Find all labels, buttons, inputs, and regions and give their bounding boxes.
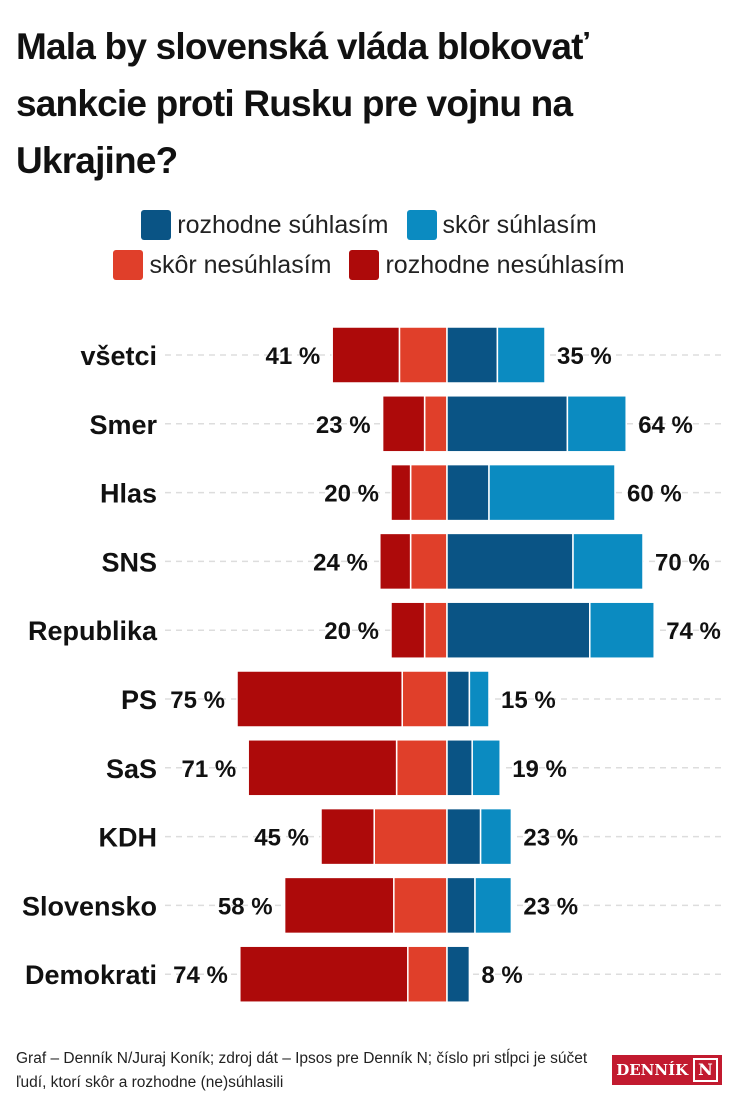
bar-segment-rozhodne-súhlasím xyxy=(446,739,473,797)
left-total-label: 74 % xyxy=(173,962,228,989)
left-total-label: 75 % xyxy=(170,687,225,714)
left-total-label: 20 % xyxy=(324,481,379,508)
bar-segment-skôr-nesúhlasím xyxy=(373,807,448,866)
legend-row-1: rozhodne súhlasím skôr súhlasím xyxy=(0,210,738,240)
bar-segment-rozhodne-súhlasím xyxy=(446,532,574,591)
legend-swatch xyxy=(406,210,437,240)
bar-segment-rozhodne-súhlasím xyxy=(446,326,499,384)
right-total-label: 23 % xyxy=(523,893,578,920)
legend-swatch xyxy=(113,250,144,280)
left-total-label: 45 % xyxy=(254,825,309,852)
bar-segment-rozhodne-nesúhlasím xyxy=(236,670,403,728)
footer-note: Graf – Denník N/Juraj Koník; zdroj dát –… xyxy=(16,1050,588,1091)
bar-segment-rozhodne-nesúhlasím xyxy=(239,945,409,1003)
left-total-label: 41 % xyxy=(265,343,320,370)
right-total-label: 64 % xyxy=(638,412,693,439)
category-label: PS xyxy=(121,685,157,715)
legend-label: skôr súhlasím xyxy=(442,210,597,239)
right-total-label: 15 % xyxy=(501,687,556,714)
right-total-label: 70 % xyxy=(655,549,710,576)
bar-segment-skôr-súhlasím xyxy=(471,739,501,797)
bar-segment-rozhodne-nesúhlasím xyxy=(320,807,375,866)
bar-segment-rozhodne-nesúhlasím xyxy=(331,326,401,384)
category-label: KDH xyxy=(99,823,158,853)
left-total-label: 24 % xyxy=(313,549,368,576)
right-total-label: 74 % xyxy=(666,618,721,645)
diverging-bar-chart: všetci 41 % 35 % Smer 23 % 64 % Hlas 20 % 60 % SN… xyxy=(22,326,722,1003)
bar-segment-rozhodne-nesúhlasím xyxy=(247,739,398,797)
right-total-label: 19 % xyxy=(512,756,567,783)
legend-item-strongly-disagree: rozhodne nesúhlasím xyxy=(349,250,625,280)
legend-swatch xyxy=(349,250,380,280)
bar-segment-skôr-nesúhlasím xyxy=(401,670,448,728)
left-total-label: 23 % xyxy=(316,412,371,439)
bar-segment-skôr-nesúhlasím xyxy=(423,395,448,453)
category-label: Hlas xyxy=(100,479,157,509)
chart-title: Mala by slovenská vláda blokovať sankcie… xyxy=(16,26,589,181)
bar-segment-skôr-nesúhlasím xyxy=(423,601,448,659)
bar-segment-rozhodne-súhlasím xyxy=(446,601,591,659)
legend-row-2: skôr nesúhlasím rozhodne nesúhlasím xyxy=(0,250,738,280)
category-label: SaS xyxy=(106,754,157,784)
bar-segment-skôr-nesúhlasím xyxy=(395,739,448,797)
bar-segment-skôr-súhlasím xyxy=(474,876,513,935)
bar-segment-skôr-súhlasím xyxy=(572,532,644,591)
legend-label: rozhodne nesúhlasím xyxy=(385,250,625,279)
dennik-n-logo: DENNÍK N xyxy=(612,1055,722,1085)
bar-segment-skôr-nesúhlasím xyxy=(398,326,448,384)
bar-segment-skôr-nesúhlasím xyxy=(409,463,448,522)
legend-item-rather-agree: skôr súhlasím xyxy=(406,210,597,240)
bar-segment-skôr-súhlasím xyxy=(566,395,627,453)
category-label: všetci xyxy=(80,341,157,371)
category-label: Slovensko xyxy=(22,891,157,921)
right-total-label: 35 % xyxy=(557,343,612,370)
bar-segment-rozhodne-súhlasím xyxy=(446,876,476,935)
bar-segment-rozhodne-nesúhlasím xyxy=(381,395,426,453)
legend-swatch xyxy=(141,210,172,240)
bar-segment-rozhodne-súhlasím xyxy=(446,670,471,728)
legend-label: rozhodne súhlasím xyxy=(177,210,389,239)
category-label: Demokrati xyxy=(25,960,157,990)
left-total-label: 20 % xyxy=(324,618,379,645)
legend-item-rather-disagree: skôr nesúhlasím xyxy=(113,250,331,280)
bar-segment-rozhodne-nesúhlasím xyxy=(379,532,412,591)
category-label: Republika xyxy=(28,616,158,646)
right-total-label: 60 % xyxy=(627,481,682,508)
category-label: Smer xyxy=(89,410,157,440)
legend-item-strongly-agree: rozhodne súhlasím xyxy=(141,210,389,240)
bar-segment-rozhodne-súhlasím xyxy=(446,945,471,1003)
bar-segment-rozhodne-nesúhlasím xyxy=(283,876,395,935)
right-total-label: 23 % xyxy=(523,825,578,852)
legend-label: skôr nesúhlasím xyxy=(149,250,332,279)
bar-segment-skôr-nesúhlasím xyxy=(409,532,448,591)
bar-segment-skôr-súhlasím xyxy=(479,807,513,866)
logo-mark: N xyxy=(693,1058,718,1082)
left-total-label: 58 % xyxy=(218,893,273,920)
bar-segment-skôr-nesúhlasím xyxy=(407,945,448,1003)
bar-segment-skôr-súhlasím xyxy=(496,326,546,384)
bar-segment-rozhodne-nesúhlasím xyxy=(390,463,412,522)
bar-segment-rozhodne-súhlasím xyxy=(446,395,569,453)
right-total-label: 8 % xyxy=(481,962,522,989)
bar-segment-skôr-súhlasím xyxy=(468,670,490,728)
left-total-label: 71 % xyxy=(181,756,236,783)
category-label: SNS xyxy=(101,547,157,577)
bar-segment-rozhodne-nesúhlasím xyxy=(390,601,426,659)
bar-segment-rozhodne-súhlasím xyxy=(446,807,482,866)
bar-segment-rozhodne-súhlasím xyxy=(446,463,490,522)
bar-segment-skôr-súhlasím xyxy=(488,463,616,522)
bar-segment-skôr-nesúhlasím xyxy=(393,876,448,935)
logo-text: DENNÍK xyxy=(616,1061,689,1079)
bar-segment-skôr-súhlasím xyxy=(589,601,655,659)
